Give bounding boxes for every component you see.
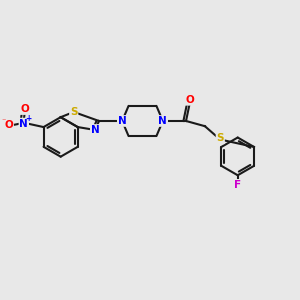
Text: +: + — [25, 114, 31, 123]
Text: O: O — [185, 95, 194, 105]
Text: F: F — [234, 180, 241, 190]
Text: O: O — [4, 120, 13, 130]
Text: ⁻: ⁻ — [1, 116, 6, 125]
Text: N: N — [20, 118, 28, 129]
Text: N: N — [91, 125, 100, 135]
Text: S: S — [70, 107, 77, 117]
Text: S: S — [217, 134, 224, 143]
Text: O: O — [20, 104, 29, 114]
Text: N: N — [118, 116, 127, 126]
Text: N: N — [158, 116, 167, 126]
